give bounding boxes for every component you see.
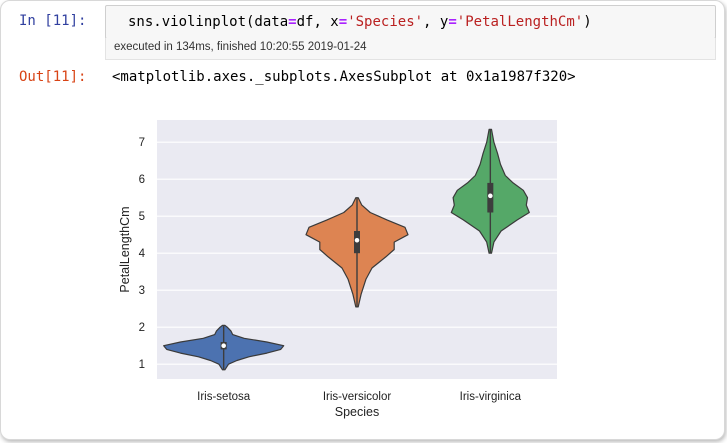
x-tick-label: Iris-virginica — [460, 391, 522, 403]
violin-median-dot — [221, 343, 226, 349]
execution-status-text: executed in 134ms, finished 10:20:55 201… — [114, 41, 367, 53]
y-tick-label: 3 — [139, 285, 145, 297]
code-line[interactable]: sns.violinplot(data=df, x='Species', y='… — [128, 12, 592, 32]
violin-median-dot — [488, 193, 493, 199]
y-axis-ticks: 1 2 3 4 5 6 7 — [139, 137, 146, 371]
y-tick-label: 5 — [139, 211, 145, 223]
x-axis-ticks: Iris-setosa Iris-versicolor Iris-virginica — [197, 391, 521, 403]
x-tick-label: Iris-versicolor — [323, 391, 392, 403]
violins — [163, 128, 530, 371]
code-token: sns.violinplot(data — [128, 14, 289, 30]
code-token: df, x — [296, 14, 339, 30]
x-axis-label: Species — [335, 405, 379, 419]
code-token: = — [448, 14, 457, 30]
violin-median-dot — [354, 237, 360, 243]
y-tick-label: 6 — [139, 174, 145, 186]
y-axis-label: PetalLengthCm — [118, 206, 132, 292]
code-token: = — [338, 14, 348, 30]
x-tick-label: Iris-setosa — [197, 391, 251, 403]
code-token: = — [288, 14, 297, 30]
input-prompt: In [11]: — [19, 13, 87, 29]
y-tick-label: 1 — [139, 359, 145, 371]
y-tick-label: 2 — [139, 322, 145, 334]
code-token: 'PetalLengthCm' — [456, 14, 584, 30]
output-prompt: Out[11]: — [19, 69, 87, 85]
code-token: ) — [583, 14, 592, 30]
code-token: , y — [423, 14, 449, 30]
output-text: <matplotlib.axes._subplots.AxesSubplot a… — [112, 69, 576, 85]
y-tick-label: 4 — [139, 248, 146, 260]
y-tick-label: 7 — [139, 137, 145, 149]
code-token: 'Species' — [347, 14, 424, 30]
code-editor[interactable]: sns.violinplot(data=df, x='Species', y='… — [105, 5, 716, 39]
execution-status-bar: executed in 134ms, finished 10:20:55 201… — [105, 38, 716, 60]
